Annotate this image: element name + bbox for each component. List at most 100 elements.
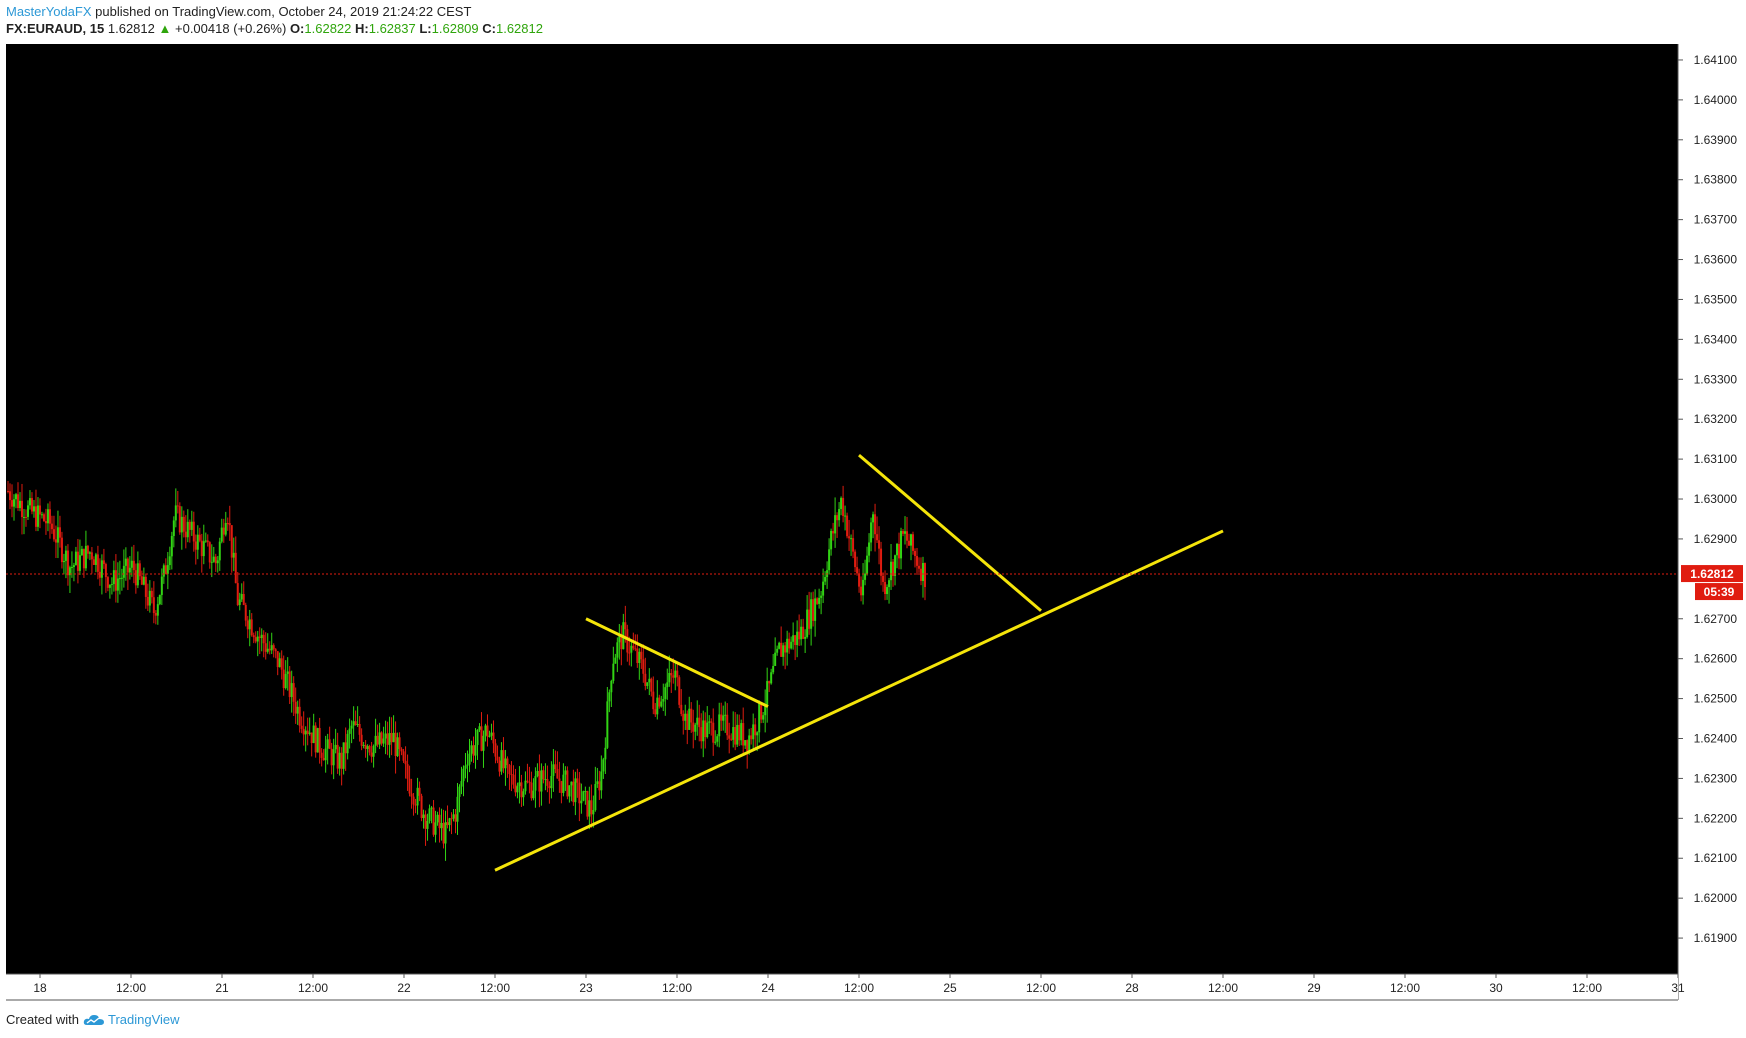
candle-body bbox=[786, 638, 789, 653]
candle-body bbox=[480, 726, 483, 751]
candle-body bbox=[406, 764, 409, 779]
candle-body bbox=[546, 779, 549, 786]
candle-body bbox=[132, 560, 135, 571]
candle-body bbox=[292, 683, 295, 702]
time-tick-label: 18 bbox=[33, 981, 47, 995]
price-tick-label: 1.64000 bbox=[1694, 93, 1738, 107]
candle-body bbox=[154, 613, 157, 616]
candle-body bbox=[848, 536, 851, 539]
candle-body bbox=[514, 784, 517, 793]
candle-body bbox=[54, 539, 57, 543]
candle-body bbox=[362, 744, 365, 746]
high-value: 1.62837 bbox=[368, 21, 416, 36]
candle-body bbox=[586, 791, 589, 817]
candle-body bbox=[650, 678, 653, 692]
author-link[interactable]: MasterYodaFX bbox=[6, 4, 92, 19]
price-tick-label: 1.63900 bbox=[1694, 133, 1738, 147]
candle-body bbox=[162, 565, 165, 577]
candle-body bbox=[364, 744, 367, 749]
time-axis[interactable] bbox=[6, 974, 1678, 1000]
trendline bbox=[858, 453, 1042, 612]
candle-body bbox=[366, 746, 369, 749]
candle-body bbox=[396, 737, 399, 756]
candle-body bbox=[326, 739, 329, 749]
tradingview-link[interactable]: TradingView bbox=[107, 1012, 180, 1027]
candle-body bbox=[874, 514, 877, 535]
candle-body bbox=[834, 515, 837, 534]
candle-body bbox=[212, 556, 215, 562]
candle-body bbox=[490, 732, 493, 736]
candle-body bbox=[714, 741, 717, 743]
candle-body bbox=[832, 530, 835, 534]
candle-body bbox=[572, 781, 575, 803]
candle-body bbox=[328, 739, 331, 749]
candle-body bbox=[380, 732, 383, 744]
candle-body bbox=[308, 732, 311, 734]
candle-body bbox=[392, 732, 395, 743]
candle-body bbox=[724, 714, 727, 716]
candle-body bbox=[352, 721, 355, 726]
candle-body bbox=[412, 796, 415, 805]
candle-body bbox=[188, 521, 191, 530]
time-tick-label: 28 bbox=[1125, 981, 1139, 995]
price-axis[interactable] bbox=[1678, 44, 1746, 1000]
candle-body bbox=[208, 542, 211, 563]
candle-body bbox=[282, 669, 285, 689]
price-chart[interactable]: 1.64100 1.64000 1.63900 1.63800 1.63700 1.636… bbox=[0, 0, 1746, 1010]
candle-body bbox=[138, 563, 141, 577]
candle-body bbox=[688, 708, 691, 730]
candle-body bbox=[230, 525, 233, 558]
candle-body bbox=[414, 804, 417, 806]
candle-body bbox=[646, 682, 649, 686]
candle-body bbox=[904, 531, 907, 534]
candle-body bbox=[324, 748, 327, 761]
candle-body bbox=[440, 822, 443, 829]
candle-body bbox=[448, 818, 451, 826]
candle-body bbox=[342, 742, 345, 769]
candle-body bbox=[596, 781, 599, 785]
candle-body bbox=[94, 554, 97, 565]
candle-body bbox=[40, 514, 43, 516]
candle-body bbox=[26, 505, 29, 517]
candle-body bbox=[316, 728, 319, 753]
candle-body bbox=[126, 558, 129, 573]
time-tick-label: 22 bbox=[397, 981, 411, 995]
candle-body bbox=[332, 749, 335, 766]
candle-body bbox=[48, 509, 51, 524]
candle-body bbox=[158, 595, 161, 605]
trendlines-layer[interactable] bbox=[494, 453, 1224, 872]
candle-body bbox=[872, 514, 875, 523]
candle-body bbox=[220, 527, 223, 542]
candle-body bbox=[896, 543, 899, 556]
candle-body bbox=[742, 723, 745, 746]
candle-body bbox=[310, 732, 313, 744]
candle-body bbox=[678, 677, 681, 705]
candle-body bbox=[878, 540, 881, 549]
time-tick-label: 12:00 bbox=[662, 981, 692, 995]
price-axis-ticks: 1.64100 1.64000 1.63900 1.63800 1.63700 1.636… bbox=[1678, 53, 1737, 945]
candle-body bbox=[170, 536, 173, 557]
candle-body bbox=[618, 634, 621, 643]
candle-body bbox=[286, 671, 289, 674]
candle-body bbox=[906, 531, 909, 541]
candle-body bbox=[656, 697, 659, 715]
candle-body bbox=[160, 576, 163, 596]
candle-body bbox=[632, 645, 635, 649]
candle-body bbox=[578, 782, 581, 804]
candle-body bbox=[916, 556, 919, 566]
candle-body bbox=[284, 673, 287, 689]
candle-body bbox=[630, 645, 633, 653]
candle-body bbox=[654, 709, 657, 715]
candle-body bbox=[370, 752, 373, 757]
candle-body bbox=[124, 558, 127, 566]
candle-body bbox=[776, 648, 779, 653]
candle-body bbox=[542, 770, 545, 780]
candle-body bbox=[150, 590, 153, 598]
candle-body bbox=[898, 543, 901, 559]
close-value: 1.62812 bbox=[495, 21, 543, 36]
candle-body bbox=[836, 515, 839, 521]
candle-body bbox=[508, 765, 511, 775]
symbol-info: FX:EURAUD, 15 1.62812 ▲ +0.00418 (+0.26%… bbox=[6, 21, 543, 36]
candle-body bbox=[544, 779, 547, 781]
candle-body bbox=[190, 521, 193, 530]
